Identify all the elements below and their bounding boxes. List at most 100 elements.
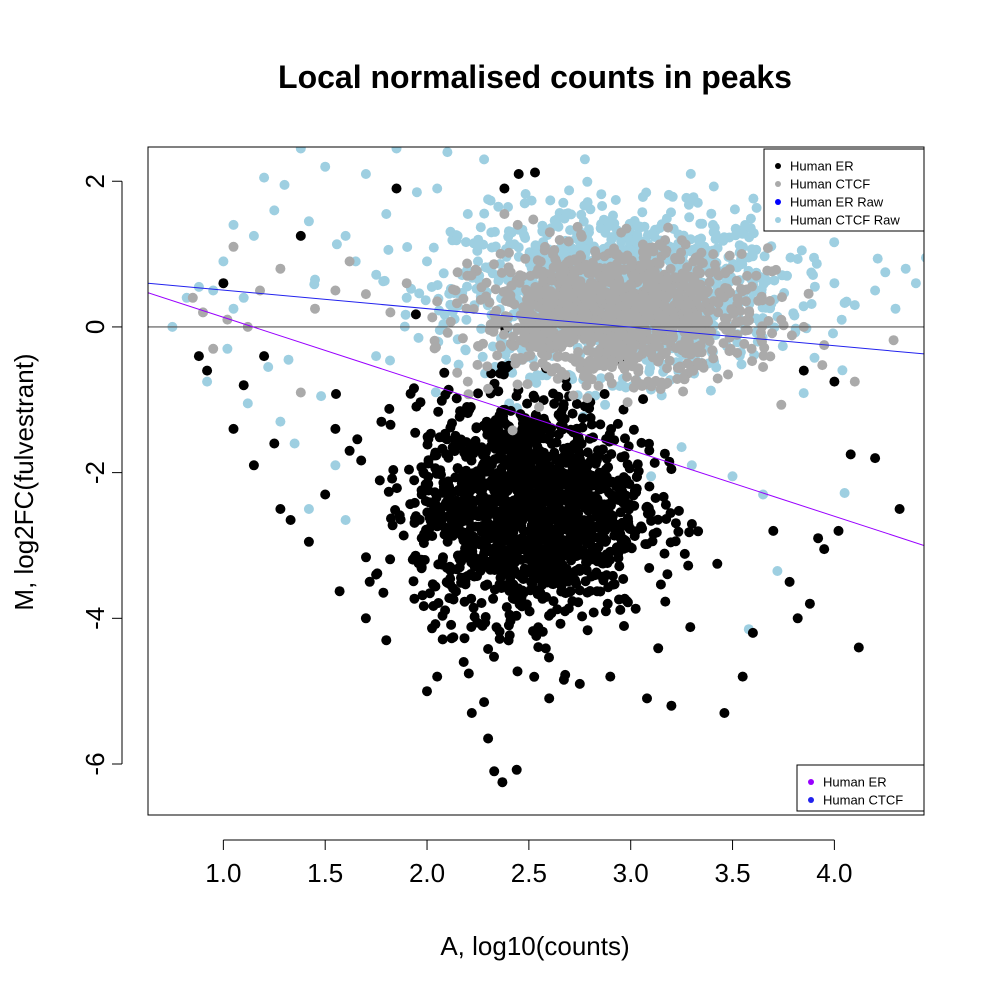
human-er-point: [420, 496, 431, 507]
human-ctcf-raw-point: [737, 259, 748, 270]
human-ctcf-raw-point: [479, 154, 490, 165]
legend-top-marker: [775, 199, 781, 205]
human-er-point: [511, 391, 522, 402]
human-ctcf-raw-point: [706, 208, 717, 219]
human-ctcf-raw-point: [228, 219, 239, 230]
human-er-point: [659, 548, 670, 559]
human-ctcf-raw-point: [303, 504, 314, 514]
human-ctcf-point: [607, 356, 617, 367]
human-er-point: [582, 587, 593, 598]
human-ctcf-point: [589, 320, 600, 331]
human-ctcf-raw-point: [360, 169, 371, 179]
human-ctcf-raw-point: [275, 416, 286, 427]
human-ctcf-point: [621, 332, 632, 343]
human-ctcf-point: [650, 304, 661, 315]
human-ctcf-point: [633, 314, 643, 325]
human-er-point: [465, 486, 476, 497]
human-ctcf-raw-point: [202, 376, 213, 387]
human-ctcf-raw-point: [740, 220, 751, 230]
human-er-point: [620, 433, 630, 444]
human-er-point: [599, 518, 609, 529]
human-er-point: [409, 517, 420, 528]
human-er-point: [447, 418, 457, 429]
human-ctcf-raw-point: [438, 268, 449, 279]
human-ctcf-point: [758, 362, 769, 372]
human-er-point: [533, 507, 544, 517]
human-ctcf-raw-point: [460, 344, 471, 355]
human-ctcf-point: [724, 250, 735, 261]
human-ctcf-raw-point: [391, 147, 402, 154]
human-ctcf-point: [541, 361, 552, 372]
human-er-point: [443, 452, 454, 463]
human-ctcf-point: [442, 327, 453, 338]
human-er-point: [456, 577, 467, 588]
human-ctcf-raw-point: [829, 237, 840, 248]
human-ctcf-raw-point: [340, 515, 351, 525]
human-er-point: [471, 423, 482, 434]
human-ctcf-raw-point: [667, 191, 678, 202]
human-ctcf-point: [481, 277, 492, 288]
human-er-point: [630, 603, 641, 614]
human-ctcf-point: [462, 258, 473, 269]
human-er-point: [664, 456, 675, 467]
human-ctcf-point: [638, 246, 648, 257]
human-ctcf-point: [608, 346, 619, 356]
human-er-point: [527, 537, 538, 547]
human-ctcf-point: [208, 343, 219, 354]
human-er-point: [609, 435, 620, 446]
human-ctcf-point: [581, 259, 592, 270]
x-tick-label: 3.0: [613, 858, 649, 888]
human-ctcf-point: [531, 268, 542, 279]
human-ctcf-point: [725, 323, 736, 334]
human-ctcf-raw-point: [248, 230, 259, 241]
human-ctcf-point: [708, 249, 719, 260]
human-ctcf-point: [622, 397, 633, 408]
human-er-point: [648, 529, 659, 539]
human-er-point: [538, 565, 549, 576]
human-er-point: [447, 511, 458, 522]
human-ctcf-point: [530, 328, 541, 338]
human-ctcf-point: [671, 289, 682, 300]
human-ctcf-point: [520, 253, 531, 264]
human-ctcf-point: [531, 342, 542, 353]
human-er-point: [804, 598, 815, 609]
human-er-point: [582, 625, 593, 636]
human-ctcf-point: [528, 290, 539, 301]
human-ctcf-raw-point: [637, 207, 648, 218]
human-ctcf-point: [515, 270, 525, 281]
human-er-point: [483, 644, 494, 654]
human-er-point: [442, 527, 452, 538]
human-er-point: [619, 621, 629, 631]
human-ctcf-point: [675, 254, 686, 265]
human-ctcf-raw-point: [432, 280, 443, 291]
human-ctcf-point: [499, 209, 510, 219]
human-ctcf-point: [732, 348, 743, 358]
human-er-point: [544, 548, 554, 559]
human-ctcf-raw-point: [513, 242, 524, 253]
human-ctcf-raw-point: [566, 209, 577, 220]
human-er-point: [428, 601, 439, 611]
human-er-point: [480, 612, 491, 622]
human-er-point: [457, 469, 468, 480]
human-ctcf-point: [473, 341, 484, 352]
human-ctcf-raw-point: [193, 281, 204, 292]
human-er-point: [538, 480, 549, 491]
human-ctcf-point: [767, 328, 778, 339]
human-er-point: [360, 613, 371, 624]
human-ctcf-raw-point: [736, 359, 747, 370]
human-ctcf-raw-point: [472, 239, 483, 249]
human-er-point: [439, 367, 450, 378]
human-ctcf-point: [656, 241, 667, 252]
human-er-point: [829, 376, 840, 387]
human-ctcf-raw-point: [378, 276, 389, 287]
human-ctcf-raw-point: [564, 185, 575, 196]
human-er-point: [457, 495, 468, 506]
human-er-point: [440, 389, 451, 400]
human-er-point: [567, 408, 578, 419]
human-er-point: [508, 579, 519, 590]
human-ctcf-raw-point: [634, 221, 645, 232]
human-er-point: [520, 430, 531, 441]
human-ctcf-point: [708, 353, 719, 364]
human-er-point: [636, 437, 647, 448]
human-er-point: [628, 424, 639, 435]
